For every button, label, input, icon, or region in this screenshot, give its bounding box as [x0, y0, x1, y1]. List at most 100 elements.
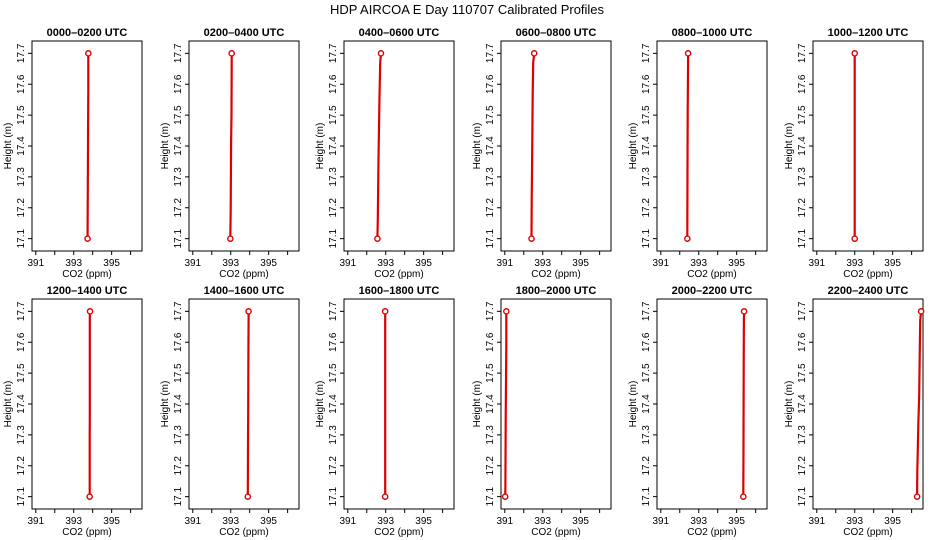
y-tick-label: 17.1 [797, 228, 808, 248]
y-tick-label: 17.7 [328, 43, 339, 63]
y-tick-label: 17.6 [328, 74, 339, 94]
x-tick-label: 391 [652, 516, 669, 527]
y-tick-label: 17.2 [173, 198, 184, 218]
y-tick-label: 17.4 [16, 394, 27, 414]
top-point-marker [684, 50, 692, 57]
panel-title: 1600–1800 UTC [359, 285, 440, 297]
bottom-point-marker [501, 493, 509, 500]
top-point-marker [917, 308, 925, 315]
y-axis-label: Height (m) [784, 381, 795, 428]
y-tick-label: 17.4 [16, 136, 27, 156]
y-tick-label: 17.3 [173, 425, 184, 445]
y-axis-label: Height (m) [472, 381, 483, 428]
bottom-point-marker [739, 493, 747, 500]
y-tick-label: 17.1 [328, 486, 339, 506]
y-tick-label: 17.4 [328, 136, 339, 156]
y-tick-label: 17.5 [173, 363, 184, 383]
y-tick-label: 17.7 [173, 43, 184, 63]
y-tick-label: 17.1 [173, 486, 184, 506]
figure-title: HDP AIRCOA E Day 110707 Calibrated Profi… [330, 2, 605, 17]
y-axis-label: Height (m) [472, 123, 483, 170]
x-tick-label: 393 [534, 258, 551, 269]
y-axis-label: Height (m) [3, 123, 14, 170]
y-axis-label: Height (m) [315, 381, 326, 428]
y-tick-label: 17.7 [797, 301, 808, 321]
x-tick-label: 393 [690, 258, 707, 269]
y-tick-label: 17.5 [16, 363, 27, 383]
profile-line [86, 53, 90, 239]
bottom-point-marker [684, 235, 691, 242]
panel-10: 1800–2000 UTC 391 393 395 17.1 17.2 17.3 17.4 17… [472, 285, 612, 538]
y-tick-label: 17.4 [485, 394, 496, 414]
panel-4: 0600–0800 UTC 391 393 395 17.1 17.2 17.3 17.4 17… [472, 27, 612, 280]
bottom-point-marker [244, 493, 252, 500]
plot-frame [188, 298, 300, 510]
top-point-marker [85, 50, 92, 57]
panel-title: 2000–2200 UTC [672, 285, 753, 297]
plot-frame [656, 40, 768, 252]
x-tick-label: 395 [415, 258, 432, 269]
x-tick-label: 395 [103, 258, 120, 269]
plot-frame [343, 40, 455, 252]
y-tick-label: 17.3 [485, 167, 496, 187]
x-tick-label: 391 [184, 516, 201, 527]
y-tick-label: 17.1 [641, 486, 652, 506]
x-tick-label: 393 [65, 258, 82, 269]
y-tick-label: 17.7 [485, 301, 496, 321]
y-tick-label: 17.4 [641, 394, 652, 414]
profile-line [530, 53, 536, 239]
bottom-point-marker [381, 493, 389, 500]
panel-title: 1400–1600 UTC [204, 285, 285, 297]
plot-frame [31, 298, 143, 510]
y-tick-label: 17.1 [797, 486, 808, 506]
y-tick-label: 17.7 [485, 43, 496, 63]
y-tick-label: 17.7 [797, 43, 808, 63]
top-point-marker [377, 50, 385, 57]
y-tick-label: 17.1 [485, 228, 496, 248]
y-tick-label: 17.3 [16, 167, 27, 187]
x-tick-label: 395 [572, 516, 589, 527]
bottom-point-marker [374, 235, 381, 242]
y-tick-label: 17.4 [797, 136, 808, 156]
y-tick-label: 17.2 [328, 456, 339, 476]
y-tick-label: 17.2 [797, 198, 808, 218]
y-tick-label: 17.5 [797, 105, 808, 125]
panel-title: 1200–1400 UTC [47, 285, 128, 297]
y-tick-label: 17.3 [173, 167, 184, 187]
y-tick-label: 17.5 [16, 105, 27, 125]
x-axis-label: CO2 (ppm) [62, 527, 111, 538]
panel-title: 0400–0600 UTC [359, 27, 440, 39]
y-tick-label: 17.6 [328, 332, 339, 352]
x-tick-label: 391 [652, 258, 669, 269]
plot-frame [812, 40, 924, 252]
panel-title: 0000–0200 UTC [47, 27, 128, 39]
panel-title: 2200–2400 UTC [828, 285, 909, 297]
x-tick-label: 391 [496, 258, 513, 269]
x-tick-label: 395 [884, 258, 901, 269]
y-tick-label: 17.6 [485, 332, 496, 352]
y-tick-label: 17.5 [173, 105, 184, 125]
panel-12: 2200–2400 UTC 391 393 395 17.1 17.2 17.3 17.4 17… [784, 285, 925, 538]
x-tick-label: 391 [339, 258, 356, 269]
profile-line [246, 311, 250, 497]
plot-frame [343, 298, 455, 510]
y-tick-label: 17.1 [16, 486, 27, 506]
panel-9: 1600–1800 UTC 391 393 395 17.1 17.2 17.3 17.4 17… [315, 285, 455, 538]
y-tick-label: 17.5 [485, 105, 496, 125]
y-tick-label: 17.3 [328, 167, 339, 187]
x-tick-label: 391 [808, 516, 825, 527]
panels-group: 0000–0200 UTC 391 393 395 17.1 17.2 17.3 17.4 17… [3, 27, 925, 538]
panel-title: 1000–1200 UTC [828, 27, 909, 39]
y-tick-label: 17.2 [328, 198, 339, 218]
y-axis-label: Height (m) [628, 123, 639, 170]
bottom-point-marker [84, 235, 91, 242]
panel-7: 1200–1400 UTC 391 393 395 17.1 17.2 17.3 17.4 17… [3, 285, 143, 538]
x-axis-label: CO2 (ppm) [374, 527, 423, 538]
x-tick-label: 395 [260, 516, 277, 527]
y-tick-label: 17.6 [173, 332, 184, 352]
bottom-point-marker [227, 235, 234, 242]
x-tick-label: 393 [534, 516, 551, 527]
top-point-marker [228, 50, 235, 57]
